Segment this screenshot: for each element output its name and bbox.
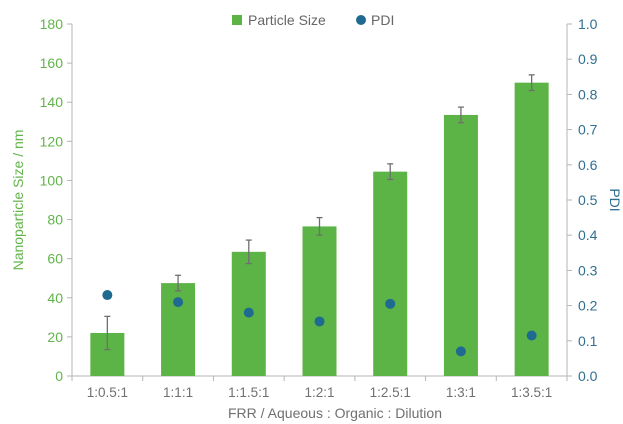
tick-labels: 0 20 40 60 80 100 120 140 160 180 0.0 0.1 0.2 0.3 0.4 0… xyxy=(40,16,598,400)
y-tick-label-left: 180 xyxy=(40,16,64,32)
y-axis-title-left: Nanoparticle Size / nm xyxy=(10,130,26,271)
x-tick-label: 1:1.5:1 xyxy=(228,385,269,400)
y-tick-label-right: 0.4 xyxy=(578,227,598,243)
x-tick-label: 1:3:1 xyxy=(446,385,476,400)
error-bar xyxy=(245,239,252,265)
point-pdi xyxy=(173,297,184,308)
bar-particle-size xyxy=(161,283,196,376)
y-tick-label-left: 40 xyxy=(47,290,63,306)
x-axis-title: FRR / Aqueous : Organic : Dilution xyxy=(228,405,442,421)
legend-swatch-particle-size xyxy=(232,15,242,25)
legend-label-pdi: PDI xyxy=(371,12,394,28)
point-pdi xyxy=(385,298,396,309)
y-tick-label-left: 120 xyxy=(40,133,64,149)
pdi-series xyxy=(102,290,537,357)
x-tick-label: 1:3.5:1 xyxy=(511,385,552,400)
y-tick-label-right: 0.1 xyxy=(578,333,598,349)
x-tick-label: 1:0.5:1 xyxy=(87,385,128,400)
x-tick-label: 1:2:1 xyxy=(304,385,334,400)
point-pdi xyxy=(314,316,325,327)
error-bar xyxy=(528,74,535,92)
legend-label-particle-size: Particle Size xyxy=(248,12,326,28)
error-bar xyxy=(387,163,394,181)
y-tick-label-right: 1.0 xyxy=(578,16,598,32)
legend: Particle Size PDI xyxy=(232,12,394,28)
error-bar xyxy=(316,216,323,236)
error-bar xyxy=(175,274,182,292)
bar-series xyxy=(90,74,549,377)
y-tick-label-left: 20 xyxy=(47,329,63,345)
y-tick-label-left: 60 xyxy=(47,251,63,267)
x-tick-label: 1:2.5:1 xyxy=(370,385,411,400)
point-pdi xyxy=(526,330,537,341)
point-pdi xyxy=(455,346,466,357)
y-tick-label-right: 0.0 xyxy=(578,368,598,384)
y-tick-label-right: 0.6 xyxy=(578,157,598,173)
x-tick-label: 1:1:1 xyxy=(163,385,193,400)
y-tick-label-left: 80 xyxy=(47,212,63,228)
point-pdi xyxy=(243,307,254,318)
y-tick-label-right: 0.7 xyxy=(578,122,598,138)
y-tick-label-right: 0.3 xyxy=(578,262,598,278)
error-bar xyxy=(457,106,464,124)
y-tick-label-left: 160 xyxy=(40,55,64,71)
bar-particle-size xyxy=(302,226,337,376)
bar-particle-size xyxy=(443,114,478,376)
y-tick-label-right: 0.5 xyxy=(578,192,598,208)
y-tick-label-left: 140 xyxy=(40,94,64,110)
bar-particle-size xyxy=(373,171,408,376)
error-bar xyxy=(104,315,111,351)
y-tick-label-right: 0.2 xyxy=(578,298,598,314)
y-axis-title-right: PDI xyxy=(607,188,623,211)
legend-swatch-pdi xyxy=(356,15,366,25)
y-tick-label-left: 100 xyxy=(40,172,64,188)
point-pdi xyxy=(102,290,113,301)
y-tick-label-right: 0.8 xyxy=(578,86,598,102)
y-tick-label-left: 0 xyxy=(55,368,63,384)
bar-particle-size xyxy=(514,82,549,377)
y-tick-label-right: 0.9 xyxy=(578,51,598,67)
